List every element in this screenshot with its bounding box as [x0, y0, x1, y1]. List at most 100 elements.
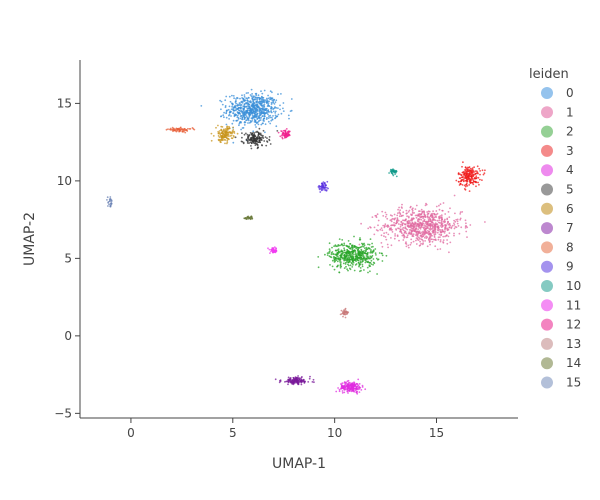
data-point	[448, 232, 451, 235]
data-point	[228, 118, 231, 120]
legend-item-2[interactable]: 2	[541, 125, 574, 139]
data-point	[424, 229, 427, 231]
data-point	[372, 245, 374, 248]
legend-item-3[interactable]: 3	[541, 144, 574, 158]
x-tick-label: 0	[127, 426, 135, 440]
data-point	[409, 219, 412, 222]
data-point	[270, 107, 273, 109]
data-point	[110, 204, 112, 207]
data-point	[298, 381, 301, 383]
data-point	[384, 215, 387, 218]
data-point	[258, 106, 261, 109]
data-point	[334, 253, 337, 256]
legend-item-8[interactable]: 8	[541, 240, 574, 254]
data-point	[249, 138, 251, 141]
data-point	[260, 136, 263, 139]
data-point	[342, 313, 345, 316]
data-point	[461, 184, 464, 186]
data-point	[466, 236, 468, 239]
data-point	[445, 235, 448, 237]
data-point	[387, 246, 389, 249]
data-point	[226, 141, 229, 144]
data-point	[240, 121, 242, 123]
legend-item-4[interactable]: 4	[541, 163, 574, 177]
data-point	[288, 379, 290, 382]
legend-item-5[interactable]: 5	[541, 183, 574, 197]
legend-item-13[interactable]: 13	[541, 337, 581, 351]
data-point	[426, 230, 429, 232]
legend-item-9[interactable]: 9	[541, 260, 574, 274]
data-point	[389, 227, 392, 230]
data-point	[483, 172, 486, 175]
legend-item-11[interactable]: 11	[541, 298, 581, 312]
data-point	[372, 263, 374, 266]
legend-item-0[interactable]: 0	[541, 86, 574, 100]
data-point	[178, 130, 181, 133]
data-point	[251, 105, 254, 108]
data-point	[368, 247, 371, 250]
data-point	[246, 133, 249, 136]
data-point	[348, 256, 350, 258]
data-point	[228, 130, 231, 133]
data-point	[362, 245, 365, 248]
data-point	[323, 182, 326, 185]
data-point	[252, 95, 254, 97]
data-point	[282, 110, 285, 112]
data-point	[251, 217, 253, 220]
data-point	[420, 224, 423, 227]
data-point	[331, 265, 334, 268]
legend-item-1[interactable]: 1	[541, 105, 574, 119]
legend-item-7[interactable]: 7	[541, 221, 574, 235]
data-point	[364, 388, 367, 391]
data-point	[425, 202, 427, 205]
data-point	[220, 108, 222, 111]
data-point	[253, 135, 255, 138]
data-point	[345, 313, 347, 315]
data-point	[362, 253, 364, 255]
data-point	[386, 226, 389, 228]
data-point	[421, 210, 424, 213]
data-point	[467, 175, 470, 178]
legend-item-14[interactable]: 14	[541, 356, 581, 370]
data-point	[355, 382, 358, 385]
data-point	[444, 213, 447, 215]
data-point	[402, 211, 405, 214]
legend-item-15[interactable]: 15	[541, 376, 581, 390]
data-point	[287, 381, 290, 384]
legend-item-6[interactable]: 6	[541, 202, 574, 216]
data-point	[247, 96, 250, 99]
data-point	[307, 381, 310, 383]
legend-item-12[interactable]: 12	[541, 318, 581, 332]
data-point	[396, 235, 399, 238]
data-point	[232, 119, 235, 122]
data-point	[251, 119, 254, 121]
data-point	[352, 386, 355, 388]
data-point	[317, 256, 320, 258]
data-point	[405, 209, 408, 212]
data-point	[267, 120, 270, 123]
data-point	[169, 127, 172, 130]
data-point	[109, 197, 112, 200]
data-point	[351, 248, 354, 251]
data-point	[291, 379, 294, 382]
data-point	[459, 213, 462, 215]
data-point	[414, 222, 417, 225]
data-point	[409, 226, 412, 229]
data-point	[447, 211, 450, 213]
legend-label: 8	[566, 240, 574, 254]
data-point	[408, 221, 411, 223]
data-point	[291, 383, 294, 385]
data-point	[351, 262, 353, 265]
data-point	[297, 375, 299, 377]
data-point	[354, 250, 357, 253]
data-point	[441, 217, 443, 220]
data-point	[356, 248, 359, 251]
data-point	[258, 112, 261, 115]
data-point	[257, 120, 260, 123]
data-point	[405, 236, 408, 239]
legend-item-10[interactable]: 10	[541, 279, 581, 293]
data-point	[360, 256, 363, 259]
data-point	[425, 221, 427, 223]
